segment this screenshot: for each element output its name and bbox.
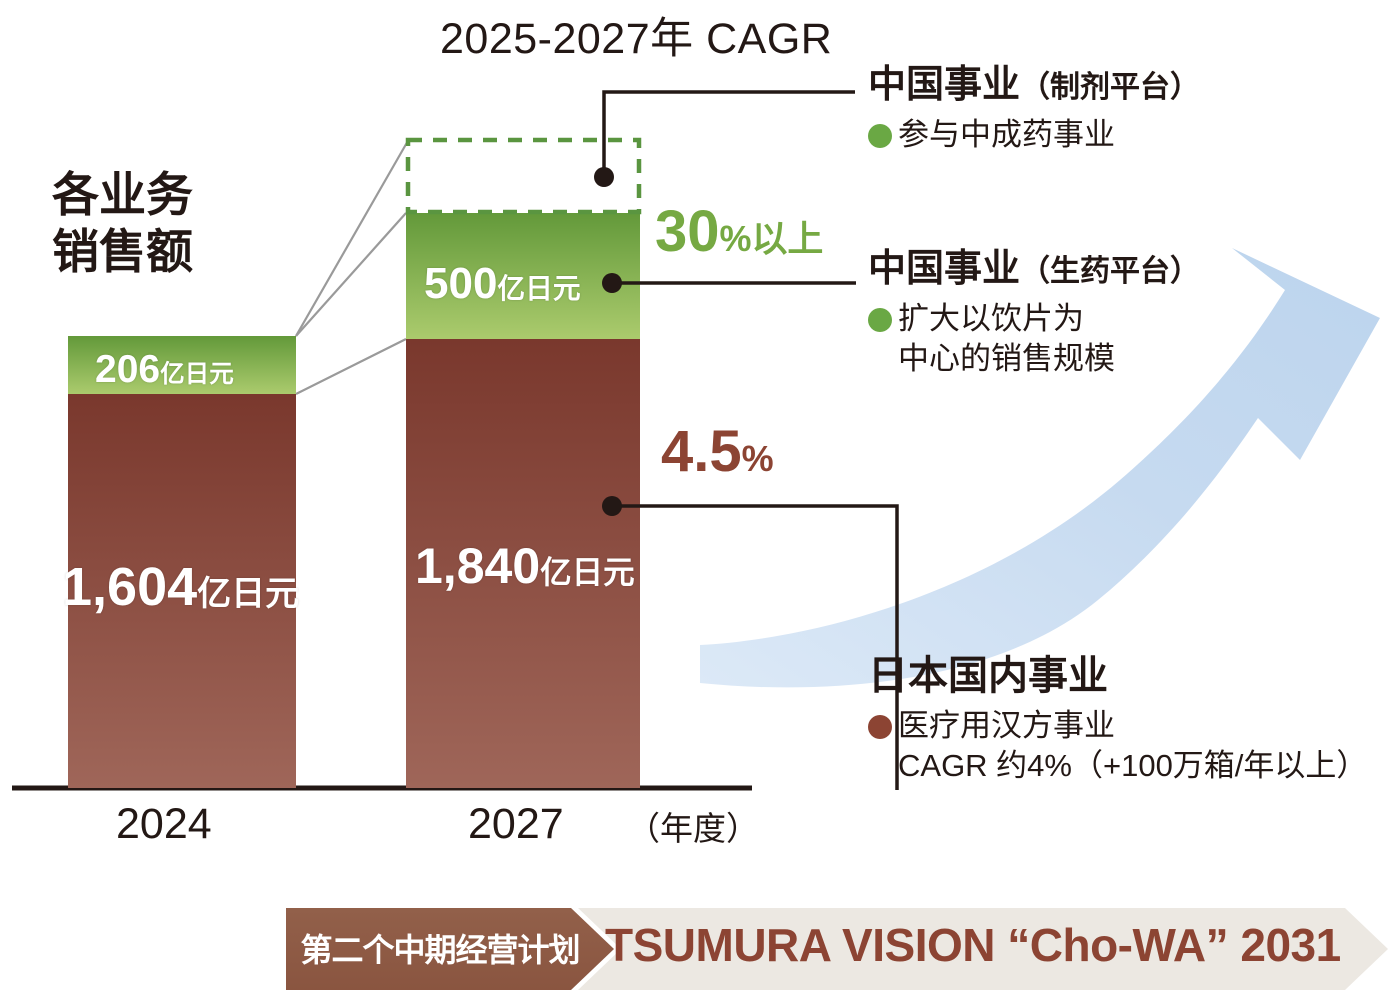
cagr-value-china-number: 30 bbox=[655, 199, 720, 264]
bar-connector-lines bbox=[295, 138, 410, 395]
legend-item-china-crude-heading: 中国事业（生药平台） bbox=[868, 248, 1201, 290]
y-axis-caption: 各业务 销售额 bbox=[52, 166, 312, 281]
legend-item-china-formulation-title: 中国事业 bbox=[868, 64, 1021, 106]
bar-label-2027-japan-value: 1,840 bbox=[415, 538, 541, 594]
y-axis-caption-line-1: 各业务 bbox=[52, 168, 193, 221]
legend-item-china-formulation-heading: 中国事业（制剂平台） bbox=[868, 64, 1201, 106]
cagr-value-japan: 4.5% bbox=[661, 418, 774, 485]
bar-2024-segment-japan bbox=[68, 394, 296, 788]
legend-item-japan-domestic-heading: 日本国内事业 bbox=[868, 655, 1367, 697]
x-axis-tick-2024: 2024 bbox=[116, 800, 212, 848]
bottom-banner-shape bbox=[286, 908, 1388, 990]
cagr-value-japan-suffix: % bbox=[741, 438, 774, 479]
legend-item-china-formulation-subtitle: （制剂平台） bbox=[1020, 71, 1201, 104]
legend-item-china-formulation-text: 参与中成药事业 bbox=[898, 116, 1115, 152]
bar-label-2024-japan: 1,604亿日元 bbox=[62, 556, 299, 618]
bar-label-2027-china-value: 500 bbox=[424, 259, 498, 308]
bar-label-2027-japan-unit: 亿日元 bbox=[540, 554, 635, 590]
cagr-value-japan-number: 4.5 bbox=[661, 419, 742, 484]
bar-label-2024-china-unit: 亿日元 bbox=[160, 361, 234, 388]
leader-line-china-crude bbox=[602, 273, 856, 293]
bar-2024-segment-china bbox=[68, 336, 296, 394]
banner-vision-label: TSUMURA VISION “Cho-WA” 2031 bbox=[605, 919, 1341, 971]
legend-item-japan-domestic-body: 医疗用汉方事业 CAGR 约4%（+100万箱/年以上） bbox=[868, 706, 1367, 787]
legend-item-japan-domestic-title: 日本国内事业 bbox=[868, 654, 1108, 698]
bar-label-2024-japan-unit: 亿日元 bbox=[197, 575, 300, 613]
legend-item-china-crude: 中国事业（生药平台） 扩大以饮片为 中心的销售规模 bbox=[868, 248, 1201, 380]
page-title: 2025-2027年 CAGR bbox=[440, 15, 833, 63]
legend-item-china-crude-text-line-2: 中心的销售规模 bbox=[898, 341, 1115, 377]
banner-left-chevron bbox=[286, 908, 614, 990]
cagr-value-china-suffix: %以上 bbox=[719, 218, 824, 259]
leader-line-china-formulation bbox=[594, 90, 855, 187]
banner-right-chevron bbox=[578, 908, 1388, 990]
bar-2027 bbox=[405, 137, 642, 788]
legend-item-china-crude-body: 扩大以饮片为 中心的销售规模 bbox=[868, 299, 1200, 380]
x-axis-unit-label: （年度） bbox=[627, 810, 759, 847]
bar-label-2027-china: 500亿日元 bbox=[424, 259, 581, 309]
bullet-dot-icon bbox=[868, 307, 892, 332]
y-axis-caption-line-2: 销售额 bbox=[52, 225, 193, 279]
bar-label-2024-china-value: 206 bbox=[95, 348, 161, 391]
bar-2027-segment-china bbox=[406, 213, 640, 339]
bar-2027-segment-japan bbox=[406, 339, 640, 788]
legend-item-china-formulation-body: 参与中成药事业 bbox=[868, 115, 1200, 155]
legend-item-china-formulation: 中国事业（制剂平台） 参与中成药事业 bbox=[868, 64, 1201, 155]
leader-line-japan-domestic bbox=[602, 496, 899, 790]
bar-label-2027-china-unit: 亿日元 bbox=[497, 273, 581, 304]
x-axis-tick-2027: 2027 bbox=[468, 800, 564, 848]
bar-label-2024-japan-value: 1,604 bbox=[62, 557, 198, 617]
bullet-dot-icon bbox=[868, 715, 892, 739]
bar-2024 bbox=[68, 336, 296, 788]
legend-item-japan-domestic-text-line-2: CAGR 约4%（+100万箱/年以上） bbox=[898, 748, 1368, 784]
legend-item-china-crude-text-line-1: 扩大以饮片为 bbox=[898, 300, 1084, 336]
legend-item-china-crude-subtitle: （生药平台） bbox=[1020, 255, 1201, 288]
legend-item-japan-domestic-text-line-1: 医疗用汉方事业 bbox=[898, 708, 1115, 743]
cagr-value-china: 30%以上 bbox=[655, 198, 823, 265]
legend-item-china-crude-title: 中国事业 bbox=[868, 248, 1021, 290]
legend-item-japan-domestic: 日本国内事业 医疗用汉方事业 CAGR 约4%（+100万箱/年以上） bbox=[868, 655, 1367, 787]
bullet-dot-icon bbox=[868, 123, 892, 148]
bar-label-2024-china: 206亿日元 bbox=[95, 348, 234, 392]
banner-plan-label: 第二个中期经营计划 bbox=[300, 932, 580, 968]
bar-label-2027-japan: 1,840亿日元 bbox=[415, 537, 635, 595]
growth-arrow-icon bbox=[700, 248, 1380, 688]
